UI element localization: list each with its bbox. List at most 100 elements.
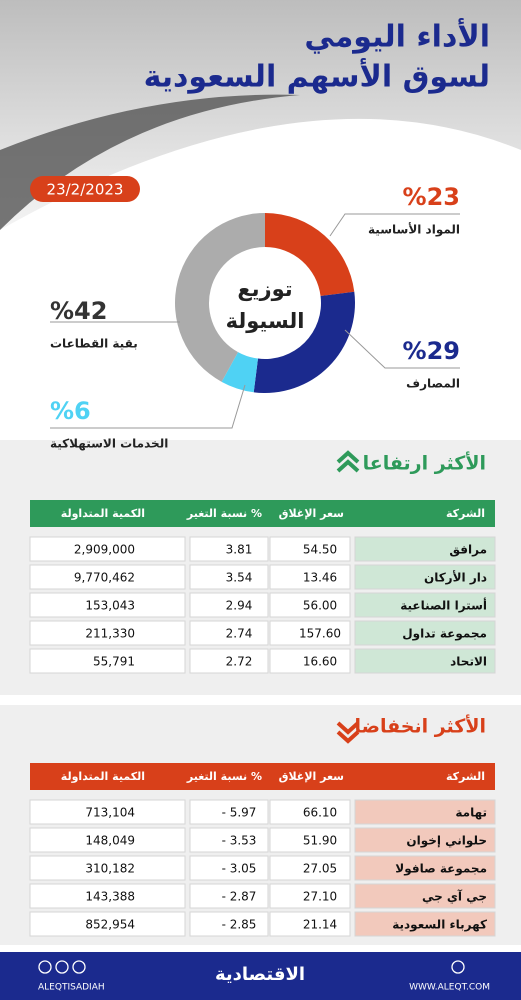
donut-segment [253, 291, 355, 393]
cell-text: 66.10 [303, 806, 337, 820]
cell [29, 564, 186, 590]
cell [269, 855, 351, 881]
segment-value: %29 [403, 337, 460, 365]
cell-text: - 2.87 [222, 890, 257, 904]
cell [189, 911, 269, 937]
cell-text: 54.50 [303, 543, 337, 557]
cell [29, 536, 186, 562]
cell-text: 2.72 [226, 655, 253, 669]
table-header [30, 500, 495, 527]
cell [29, 855, 186, 881]
footer-bar [0, 952, 521, 1000]
cell-text: 13.46 [303, 571, 337, 585]
cell-text: 143,388 [85, 890, 135, 904]
cell-text: 713,104 [85, 806, 135, 820]
cell [354, 648, 496, 674]
cell [29, 827, 186, 853]
up-icon [336, 450, 360, 473]
cell [354, 536, 496, 562]
cell-text: مجموعة تداول [402, 627, 487, 642]
cell [354, 883, 496, 909]
cell [354, 620, 496, 646]
cell [269, 799, 351, 825]
cell [189, 799, 269, 825]
cell-text: - 5.97 [222, 806, 257, 820]
cell [269, 883, 351, 909]
cell [269, 648, 351, 674]
segment-label: بقية القطاعات [50, 337, 138, 351]
donut-segment [174, 213, 265, 382]
column-header: سعر الإغلاق [279, 507, 344, 520]
social-icon [55, 960, 69, 974]
cell-text: 27.10 [303, 890, 337, 904]
cell [269, 592, 351, 618]
column-header: نسبة التغير % [186, 507, 262, 520]
column-header: الشركة [446, 770, 485, 783]
section-title: الأكثر انخفاضا [354, 715, 486, 738]
donut-title: توزيع [237, 277, 292, 301]
cell-text: 51.90 [303, 834, 337, 848]
cell [189, 883, 269, 909]
title: لسوق الأسهم السعودية [144, 58, 490, 95]
cell [269, 827, 351, 853]
cell-text: أسترا الصناعية [400, 598, 487, 613]
losers-band [0, 705, 521, 945]
donut-segment [265, 213, 355, 296]
segment-label: المواد الأساسية [368, 222, 460, 238]
cell-text: 21.14 [303, 918, 337, 932]
cell-text: 2.94 [226, 599, 253, 613]
footer-logo: الاقتصادية [215, 964, 305, 985]
social-icon [38, 960, 52, 974]
cell [354, 911, 496, 937]
segment-value: %42 [50, 297, 107, 325]
cell-text: 56.00 [303, 599, 337, 613]
cell-text: الاتحاد [450, 655, 487, 669]
cell-text: 148,049 [85, 834, 135, 848]
cell-text: مجموعة صافولا [395, 862, 487, 877]
footer-url: WWW.ALEQT.COM [409, 983, 490, 993]
cell [29, 592, 186, 618]
cell [354, 855, 496, 881]
down-icon [336, 721, 360, 744]
cell [189, 827, 269, 853]
cell-text: حلواني إخوان [406, 834, 487, 849]
leader-line [50, 384, 246, 429]
column-header: الكمية المتداولة [61, 770, 145, 783]
cell-text: 2.74 [226, 627, 253, 641]
header-swoosh [0, 94, 300, 230]
title: الأداء اليومي [304, 18, 490, 55]
cell [29, 799, 186, 825]
cell [189, 592, 269, 618]
cell [189, 620, 269, 646]
date-pill [30, 176, 140, 202]
segment-value: %23 [403, 183, 460, 211]
donut-title: السيولة [226, 309, 305, 333]
cell-text: 310,182 [85, 862, 135, 876]
cell-text: تهامة [455, 806, 487, 820]
cell-text: مرافق [449, 543, 487, 557]
header-band [0, 0, 521, 230]
cell-text: 55,791 [93, 655, 135, 669]
cell-text: كهرباء السعودية [392, 918, 487, 933]
cell-text: 211,330 [85, 627, 135, 641]
cell [354, 592, 496, 618]
cell-text: - 3.53 [222, 834, 257, 848]
column-header: الشركة [446, 507, 485, 520]
cell [354, 564, 496, 590]
cell-text: 3.81 [226, 543, 253, 557]
table-header [30, 763, 495, 790]
cell [29, 911, 186, 937]
segment-value: %6 [50, 397, 91, 425]
cell-text: 27.05 [303, 862, 337, 876]
segment-label: الخدمات الاستهلاكية [50, 437, 168, 451]
cell [354, 827, 496, 853]
cell [29, 883, 186, 909]
cell [189, 564, 269, 590]
donut-segment [221, 352, 258, 393]
cell [269, 620, 351, 646]
cell [189, 648, 269, 674]
footer-handle: ALEQTISADIAH [38, 983, 105, 993]
column-header: سعر الإغلاق [279, 770, 344, 783]
cell [269, 911, 351, 937]
